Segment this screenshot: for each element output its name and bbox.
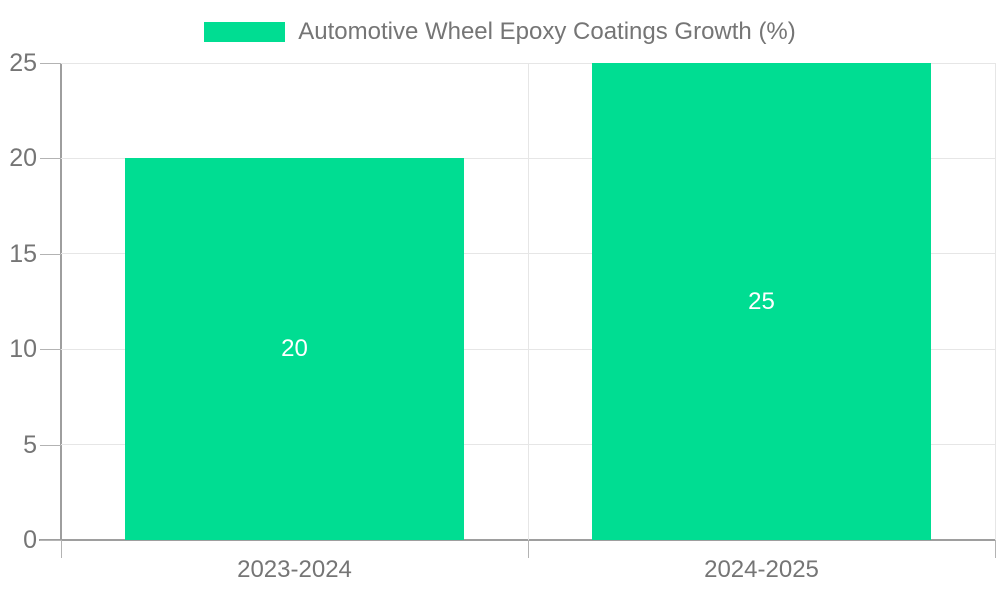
y-tick-label: 10 — [9, 335, 37, 364]
legend: Automotive Wheel Epoxy Coatings Growth (… — [0, 18, 1000, 46]
y-axis-tick — [40, 349, 61, 351]
x-tick-label: 2024-2025 — [704, 556, 819, 583]
x-axis-tick — [60, 540, 62, 558]
bar-value-label: 25 — [748, 287, 775, 315]
bar: 20 — [125, 158, 464, 540]
y-tick-label: 5 — [23, 430, 37, 459]
y-tick-label: 15 — [9, 239, 37, 268]
y-axis-line — [60, 63, 62, 540]
y-axis-tick — [40, 540, 61, 541]
x-axis-tick — [994, 540, 996, 558]
legend-label: Automotive Wheel Epoxy Coatings Growth (… — [298, 18, 796, 45]
y-tick-label: 20 — [9, 144, 37, 173]
y-axis-tick — [40, 158, 61, 160]
x-axis-line — [39, 539, 995, 541]
gridline-vertical — [994, 63, 996, 540]
x-axis-tick — [527, 540, 529, 558]
bar: 25 — [592, 63, 931, 540]
gridline-vertical — [527, 63, 529, 540]
y-tick-label: 25 — [9, 49, 37, 77]
y-tick-label: 0 — [23, 526, 37, 554]
y-axis-tick — [40, 253, 61, 255]
x-tick-label: 2023-2024 — [237, 556, 352, 583]
y-axis-tick — [40, 444, 61, 446]
legend-swatch — [204, 22, 286, 42]
y-axis-tick — [40, 63, 61, 64]
plot-area: 20 25 — [39, 62, 996, 541]
bar-value-label: 20 — [281, 335, 308, 363]
